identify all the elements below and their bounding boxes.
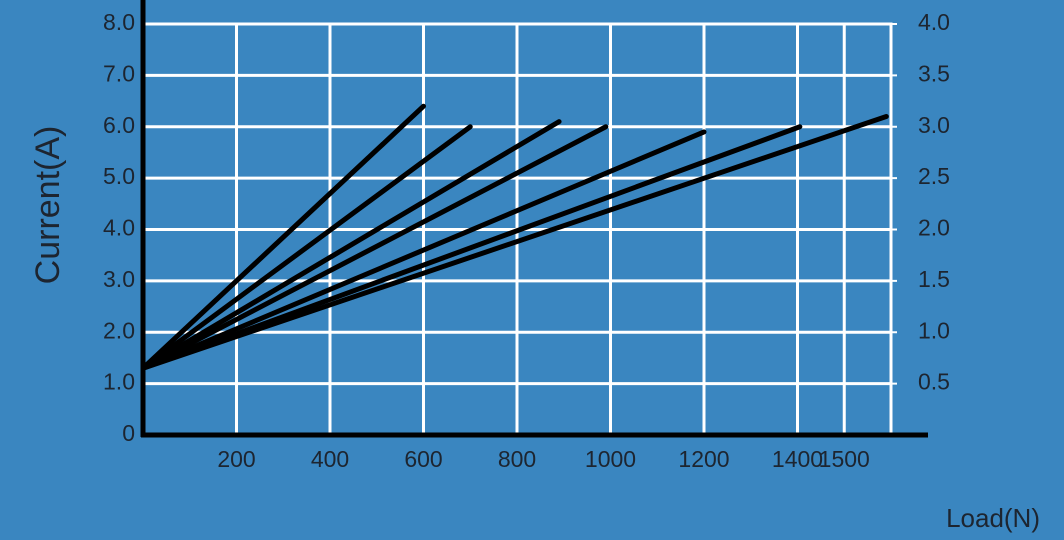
data-line [140, 103, 426, 371]
y-tick-label: 6.0 [103, 112, 135, 138]
y2-tick-label: 3.5 [918, 60, 950, 86]
y-tick-label: 0 [122, 420, 135, 446]
y-axis-title: Current(A) [29, 126, 67, 285]
data-line [140, 113, 889, 371]
x-axis-title: Load(N) [946, 503, 1040, 533]
y2-tick-label: 3.0 [918, 112, 950, 138]
y-tick-label: 4.0 [103, 215, 135, 241]
y-tick-label: 3.0 [103, 266, 135, 292]
y2-tick-label: 4.0 [918, 9, 950, 35]
y2-tick-label: 1.0 [918, 317, 950, 343]
x-tick-label: 200 [217, 446, 255, 472]
x-tick-label: 1200 [678, 446, 729, 472]
x-tick-label: 1400 [772, 446, 823, 472]
x-tick-label: 800 [498, 446, 536, 472]
y2-tick-label: 0.5 [918, 369, 950, 395]
y-tick-label: 5.0 [103, 163, 135, 189]
data-line [140, 124, 803, 371]
y-tick-label: 1.0 [103, 369, 135, 395]
y-tick-label: 8.0 [103, 9, 135, 35]
y-tick-label: 7.0 [103, 60, 135, 86]
x-tick-label: 400 [311, 446, 349, 472]
y-tick-label: 2.0 [103, 317, 135, 343]
y2-tick-label: 1.5 [918, 266, 950, 292]
data-line [140, 119, 562, 371]
y2-tick-label: 2.5 [918, 163, 950, 189]
x-tick-label: 1500 [819, 446, 870, 472]
x-tick-label: 1000 [585, 446, 636, 472]
data-line [140, 124, 609, 371]
data-line [140, 124, 473, 371]
y2-tick-label: 2.0 [918, 215, 950, 241]
data-line [140, 129, 707, 371]
x-tick-label: 600 [404, 446, 442, 472]
